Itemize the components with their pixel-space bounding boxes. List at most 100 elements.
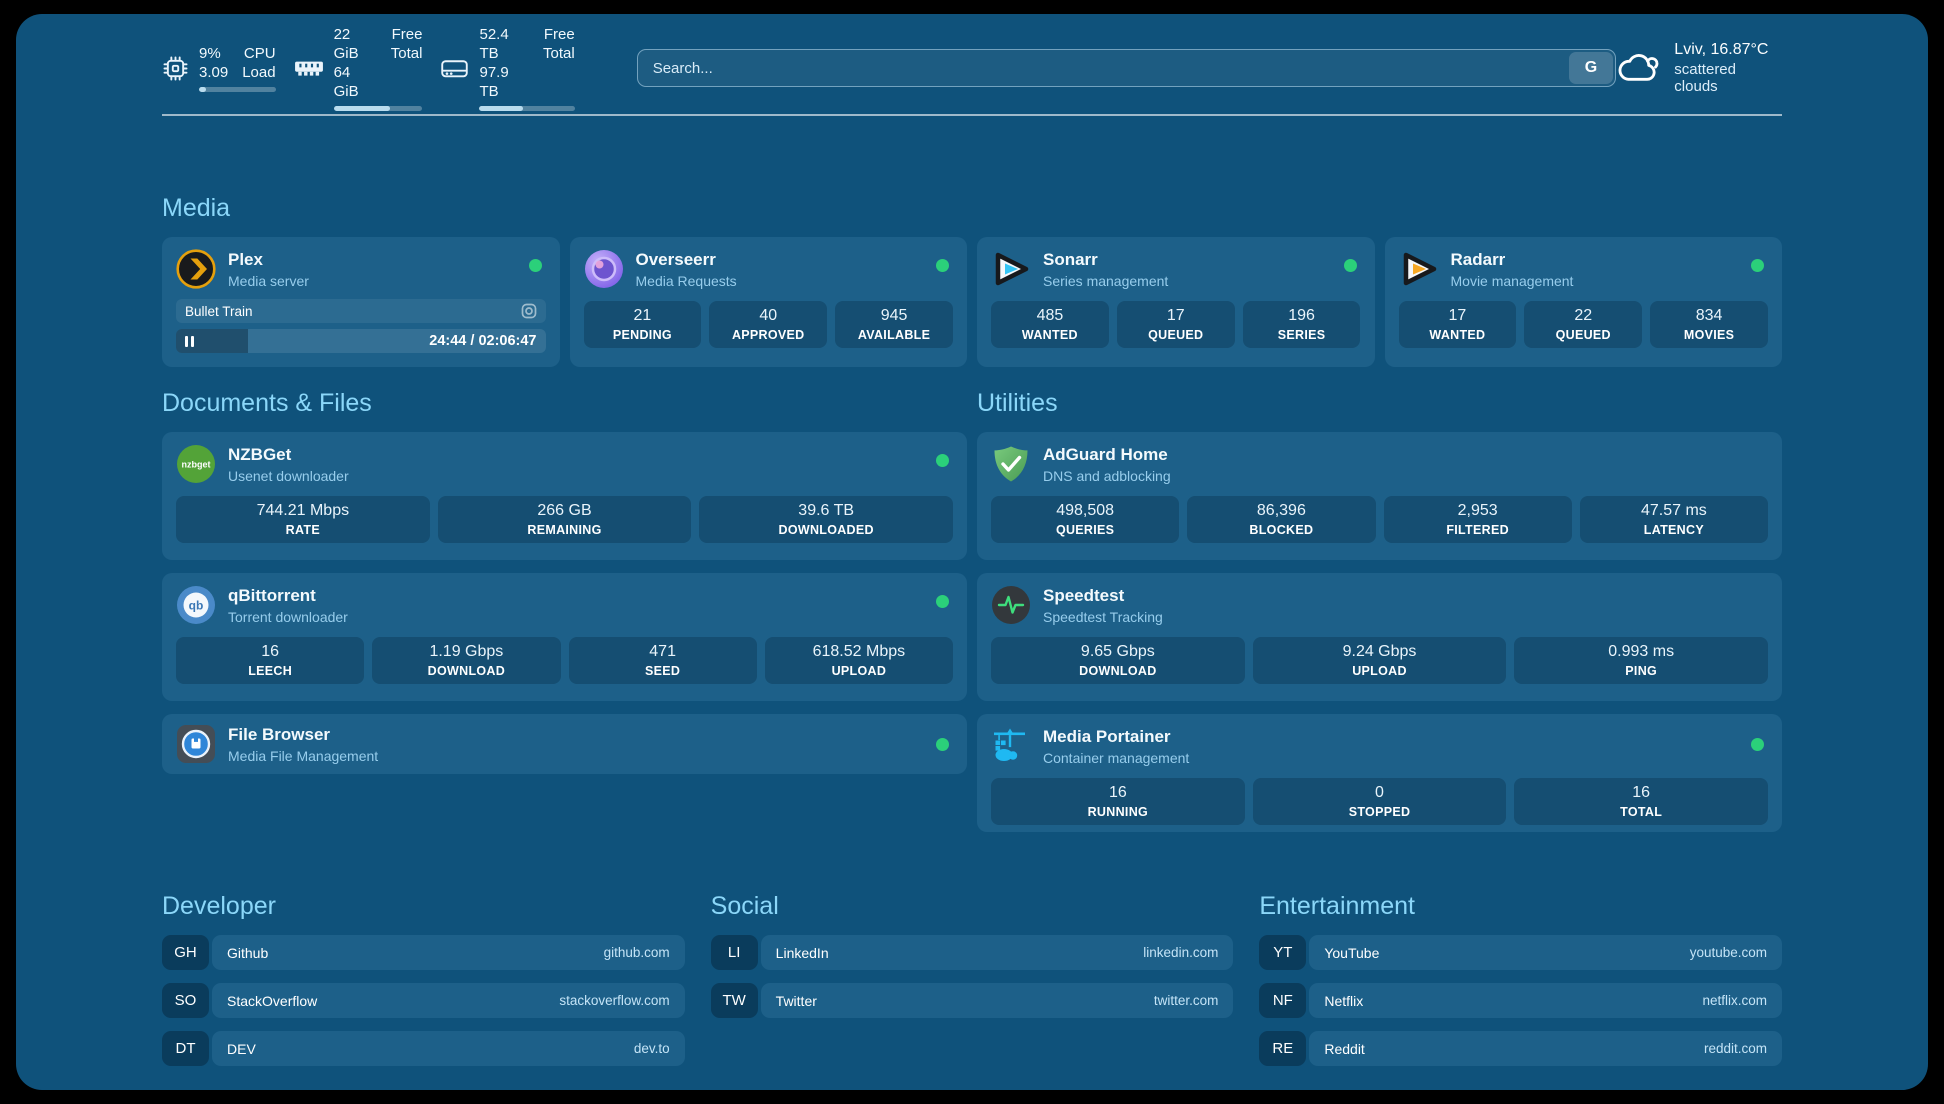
qbittorrent-stat-upload: 618.52 Mbps UPLOAD	[764, 637, 953, 684]
entertainment-section-title: Entertainment	[1259, 892, 1415, 920]
bookmark-name: Netflix	[1324, 992, 1364, 1009]
stat-label: LEECH	[248, 664, 293, 678]
bookmark-github[interactable]: GH Github github.com	[162, 935, 685, 970]
adguard-header-link[interactable]: AdGuard Home DNS and adblocking	[991, 444, 1768, 484]
ram-widget: 22 GiB 64 GiB Free Total	[294, 25, 423, 111]
stat-value: 618.52 Mbps	[812, 643, 906, 660]
bookmark-url: netflix.com	[1702, 993, 1768, 1008]
stat-value: 86,396	[1256, 502, 1306, 519]
radarr-header-link[interactable]: Radarr Movie management	[1399, 249, 1769, 289]
filebrowser-desc: Media File Management	[228, 747, 379, 764]
documents-section-title: Documents & Files	[162, 389, 372, 417]
stat-value: 16	[1108, 784, 1127, 801]
stat-value: 9.65 Gbps	[1080, 643, 1155, 660]
service-card-sonarr[interactable]: Sonarr Series management 485 WANTED 17 Q…	[977, 237, 1375, 367]
service-card-adguard[interactable]: AdGuard Home DNS and adblocking 498,508 …	[977, 432, 1782, 560]
service-card-speedtest[interactable]: Speedtest Speedtest Tracking 9.65 Gbps D…	[977, 573, 1782, 701]
stat-value: 1.19 Gbps	[429, 643, 504, 660]
radarr-desc: Movie management	[1450, 272, 1574, 289]
plex-name: Plex	[228, 249, 263, 269]
service-card-portainer[interactable]: Media Portainer Container management 16 …	[977, 714, 1782, 832]
stat-label: RATE	[285, 523, 320, 537]
service-card-radarr[interactable]: Radarr Movie management 17 WANTED 22 QUE…	[1384, 237, 1782, 367]
adguard-stat-filtered: 2,953 FILTERED	[1383, 496, 1572, 543]
sonarr-header-link[interactable]: Sonarr Series management	[991, 249, 1361, 289]
qbittorrent-header-link[interactable]: qb qBittorrent Torrent downloader	[176, 585, 953, 625]
overseerr-logo-icon	[584, 250, 623, 288]
service-card-nzbget[interactable]: nzbget NZBGet Usenet downloader 744.21 M…	[162, 432, 967, 560]
disk-drive-icon	[441, 59, 469, 77]
overseerr-status-badge	[936, 259, 949, 272]
disk-progress-fill	[479, 106, 524, 111]
portainer-stat-stopped: 0 STOPPED	[1252, 778, 1507, 825]
bookmark-url: stackoverflow.com	[559, 993, 670, 1008]
dashboard-panel: 9% 3.09 CPU Load	[16, 14, 1928, 1090]
service-card-overseerr[interactable]: Overseerr Media Requests 21 PENDING 40 A…	[569, 237, 967, 367]
weather-condition: scattered clouds	[1674, 61, 1736, 95]
plex-progress-fill	[176, 329, 249, 353]
qbittorrent-stat-download: 1.19 Gbps DOWNLOAD	[372, 637, 561, 684]
bookmark-url: reddit.com	[1703, 1041, 1768, 1056]
weather-location-temp: Lviv, 16.87°C	[1674, 41, 1769, 58]
bookmark-linkedin[interactable]: LI LinkedIn linkedin.com	[710, 935, 1234, 970]
weather-widget: Lviv, 16.87°C scattered clouds	[1616, 41, 1782, 95]
bookmark-name: Github	[227, 944, 269, 961]
qbittorrent-desc: Torrent downloader	[228, 608, 348, 625]
portainer-status-badge	[1751, 738, 1764, 751]
svg-text:qb: qb	[189, 599, 204, 613]
bookmark-name: StackOverflow	[227, 992, 318, 1009]
utilities-section-title: Utilities	[977, 389, 1058, 417]
filebrowser-header-link[interactable]: File Browser Media File Management	[176, 724, 953, 764]
qbittorrent-stat-leech: 16 LEECH	[176, 637, 365, 684]
bookmark-netflix[interactable]: NF Netflix netflix.com	[1259, 983, 1783, 1018]
bookmark-reddit[interactable]: RE Reddit reddit.com	[1259, 1031, 1783, 1066]
adguard-stat-latency: 47.57 ms LATENCY	[1579, 496, 1768, 543]
ram-progress-bar	[333, 106, 423, 111]
portainer-header-link[interactable]: Media Portainer Container management	[991, 726, 1768, 766]
plex-header-link[interactable]: Plex Media server	[176, 249, 546, 289]
stat-value: 498,508	[1056, 502, 1115, 519]
stat-label: TOTAL	[1620, 805, 1663, 819]
bookmark-abbr: TW	[710, 983, 758, 1018]
stat-label: DOWNLOAD	[1079, 664, 1157, 678]
sonarr-desc: Series management	[1043, 272, 1169, 289]
overseerr-header-link[interactable]: Overseerr Media Requests	[584, 249, 954, 289]
stat-label: MOVIES	[1683, 328, 1735, 342]
bookmarks-entertainment: Entertainment YT YouTube youtube.com NF …	[1259, 892, 1783, 1066]
speedtest-header-link[interactable]: Speedtest Speedtest Tracking	[991, 585, 1768, 625]
pause-icon[interactable]	[185, 335, 194, 347]
cpu-chip-icon	[163, 56, 188, 80]
qbittorrent-logo-icon: qb	[177, 586, 215, 624]
sonarr-stat-queued: 17 QUEUED	[1116, 301, 1235, 348]
stat-label: LATENCY	[1643, 523, 1704, 537]
ram-free-value: 22 GiB	[333, 26, 359, 62]
bookmark-dev[interactable]: DT DEV dev.to	[162, 1031, 685, 1066]
system-stats: 9% 3.09 CPU Load	[162, 25, 575, 111]
service-card-qbittorrent[interactable]: qb qBittorrent Torrent downloader 16 LEE…	[162, 573, 967, 701]
stat-value: 0.993 ms	[1608, 643, 1675, 660]
bookmark-url: github.com	[603, 945, 670, 960]
stat-label: SERIES	[1277, 328, 1326, 342]
service-card-plex[interactable]: Plex Media server Bullet Train 24:44 / 0…	[162, 237, 560, 367]
cpu-progress-fill	[199, 87, 206, 92]
bookmark-twitter[interactable]: TW Twitter twitter.com	[710, 983, 1234, 1018]
nzbget-header-link[interactable]: nzbget NZBGet Usenet downloader	[176, 444, 953, 484]
adguard-stat-blocked: 86,396 BLOCKED	[1187, 496, 1376, 543]
radarr-stat-queued: 22 QUEUED	[1524, 301, 1643, 348]
service-card-filebrowser[interactable]: File Browser Media File Management	[162, 714, 967, 774]
bookmark-name: LinkedIn	[775, 944, 829, 961]
bookmark-stackoverflow[interactable]: SO StackOverflow stackoverflow.com	[162, 983, 685, 1018]
stat-label: STOPPED	[1348, 805, 1411, 819]
stat-value: 0	[1375, 784, 1384, 801]
bookmark-url: linkedin.com	[1143, 945, 1219, 960]
stat-value: 9.24 Gbps	[1342, 643, 1417, 660]
bookmark-youtube[interactable]: YT YouTube youtube.com	[1259, 935, 1783, 970]
search-provider-button[interactable]: G	[1568, 52, 1613, 84]
search-input[interactable]	[636, 49, 1616, 87]
overseerr-stat-approved: 40 APPROVED	[709, 301, 828, 348]
stat-value: 17	[1166, 307, 1185, 324]
stat-value: 196	[1288, 307, 1315, 324]
adguard-desc: DNS and adblocking	[1043, 467, 1171, 484]
adguard-logo-icon	[994, 446, 1028, 482]
sonarr-name: Sonarr	[1043, 249, 1098, 269]
